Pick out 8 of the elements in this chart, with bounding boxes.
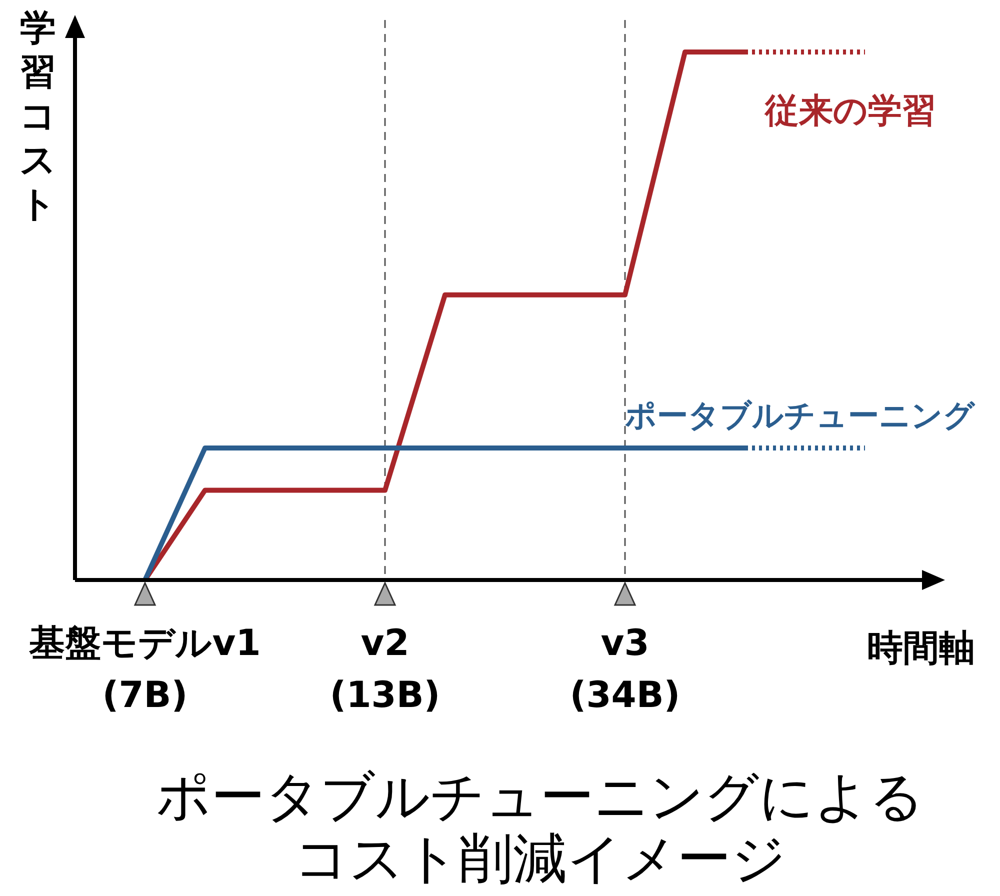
- text: ポータブルチューニングによるコスト削減イメージ: [156, 765, 924, 890]
- x-tick-label: v2 (13B): [330, 623, 440, 716]
- x-axis-title: 時間軸: [867, 628, 975, 669]
- x-tick-label: 基盤モデルv1 (7B): [28, 623, 261, 716]
- x-tick-label: v3 (34B): [570, 623, 680, 716]
- series-label: 従来の学習: [764, 91, 936, 131]
- series-label: ポータブルチューニング: [625, 398, 976, 434]
- y-axis-title: 学習コスト: [20, 8, 56, 225]
